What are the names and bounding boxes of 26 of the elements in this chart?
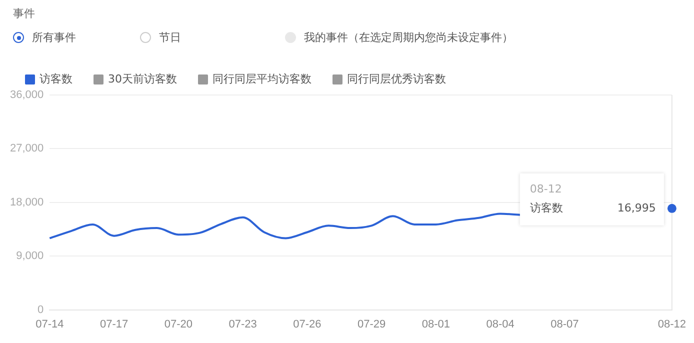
legend-label: 同行同层优秀访客数: [346, 72, 446, 86]
annotation: 08-12: [530, 182, 562, 196]
text: 所有事件: [32, 30, 76, 45]
legend-label: 访客数: [40, 72, 72, 86]
text: 节日: [159, 30, 181, 45]
x-tick-label: 07-14: [36, 318, 64, 330]
y-tick-label: 9,000: [16, 250, 44, 262]
x-tick-label: 07-20: [164, 318, 192, 330]
y-tick-label: 18,000: [10, 196, 44, 208]
data-label: 16,995: [617, 201, 656, 214]
x-tick-label: 08-07: [550, 318, 579, 330]
x-tick-label: 08-04: [486, 318, 514, 330]
text: 事件: [13, 6, 35, 21]
x-tick-label: 07-26: [293, 318, 322, 330]
legend-label: 同行同层平均访客数: [212, 72, 312, 86]
y-tick-label: 0: [38, 304, 44, 316]
y-tick-label: 27,000: [10, 142, 44, 155]
legend-label: 30天前访客数: [108, 72, 177, 86]
x-tick-label: 08-01: [422, 318, 450, 330]
x-tick-label: 07-17: [100, 318, 128, 330]
text: 访客数: [530, 201, 563, 214]
y-tick-label: 36,000: [10, 89, 44, 102]
x-tick-label: 07-29: [357, 318, 386, 330]
x-tick-label: 07-23: [228, 318, 257, 330]
text: 我的事件（在选定周期内您尚未设定事件）: [304, 30, 513, 45]
x-tick-label: 08-12: [658, 318, 686, 330]
